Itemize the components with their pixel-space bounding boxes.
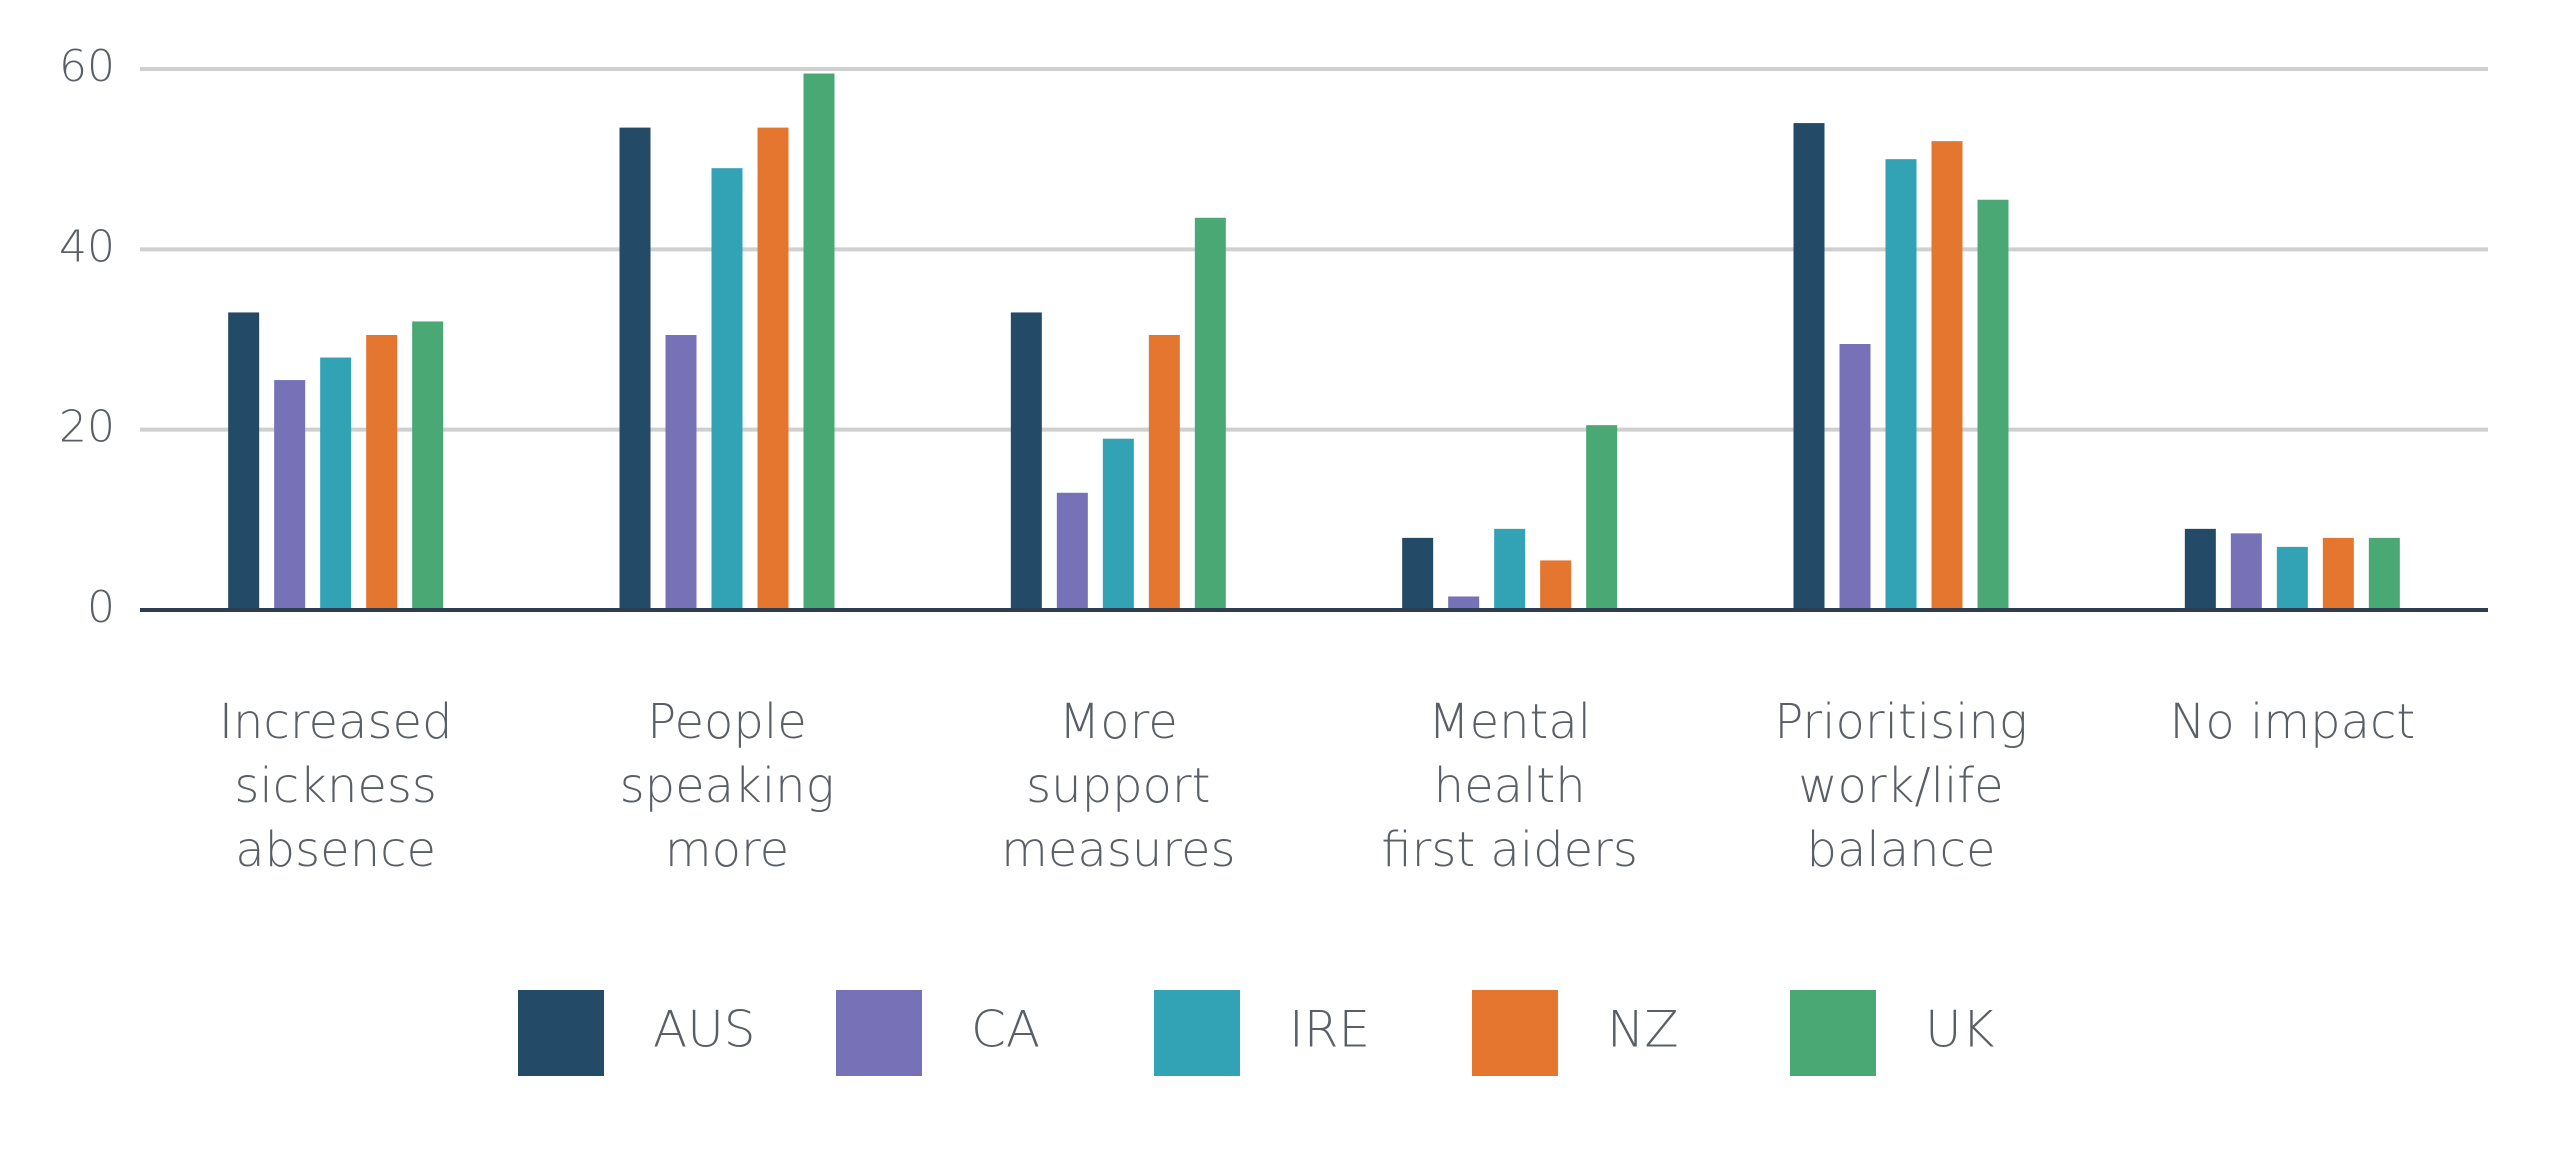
x-tick-label: No impact — [2169, 694, 2416, 750]
x-tick-label: Mental health first aiders — [1381, 694, 1638, 878]
legend-swatch — [1154, 990, 1240, 1076]
x-tick-label: More support measures — [1001, 694, 1236, 878]
bar — [803, 73, 835, 611]
legend-label: IRE — [1289, 1001, 1370, 1059]
legend-swatch — [518, 990, 604, 1076]
bar — [1494, 528, 1526, 610]
bar — [1102, 438, 1134, 610]
bar — [711, 168, 743, 610]
bar — [1793, 123, 1825, 610]
legend-swatch — [836, 990, 922, 1076]
bar — [1194, 217, 1226, 610]
bar — [1448, 596, 1480, 610]
x-tick-label: People speaking more — [619, 694, 835, 878]
bar — [1010, 312, 1042, 610]
bar — [1148, 334, 1180, 610]
bar — [1586, 425, 1618, 610]
bar — [2230, 533, 2262, 610]
x-tick-label: Increased sickness absence — [218, 694, 453, 878]
bar — [2322, 537, 2354, 610]
y-tick-label: 0 — [87, 582, 115, 633]
y-tick-label: 40 — [59, 221, 115, 272]
bar — [228, 312, 260, 610]
bar — [619, 127, 651, 610]
bar — [1540, 560, 1572, 610]
bar — [1402, 537, 1434, 610]
bar — [1885, 159, 1917, 610]
legend-label: NZ — [1607, 1001, 1679, 1059]
bar — [274, 380, 306, 610]
bar — [1056, 492, 1088, 610]
y-tick-label: 20 — [59, 402, 115, 453]
legend-swatch — [1472, 990, 1558, 1076]
legend-label: AUS — [653, 1001, 756, 1059]
legend-label: UK — [1925, 1001, 1995, 1059]
bar — [2184, 528, 2216, 610]
bar — [412, 321, 444, 610]
bar — [2368, 537, 2400, 610]
bar — [665, 334, 697, 610]
x-tick-label: Prioritising work/life balance — [1774, 694, 2028, 878]
legend-label: CA — [971, 1001, 1040, 1059]
y-tick-label: 60 — [59, 41, 115, 92]
bar — [1839, 344, 1871, 610]
bar — [366, 334, 398, 610]
bar — [320, 357, 352, 610]
bar — [1931, 141, 1963, 610]
legend-swatch — [1790, 990, 1876, 1076]
bar — [2276, 546, 2308, 610]
bar — [757, 127, 789, 610]
bar — [1977, 199, 2009, 610]
